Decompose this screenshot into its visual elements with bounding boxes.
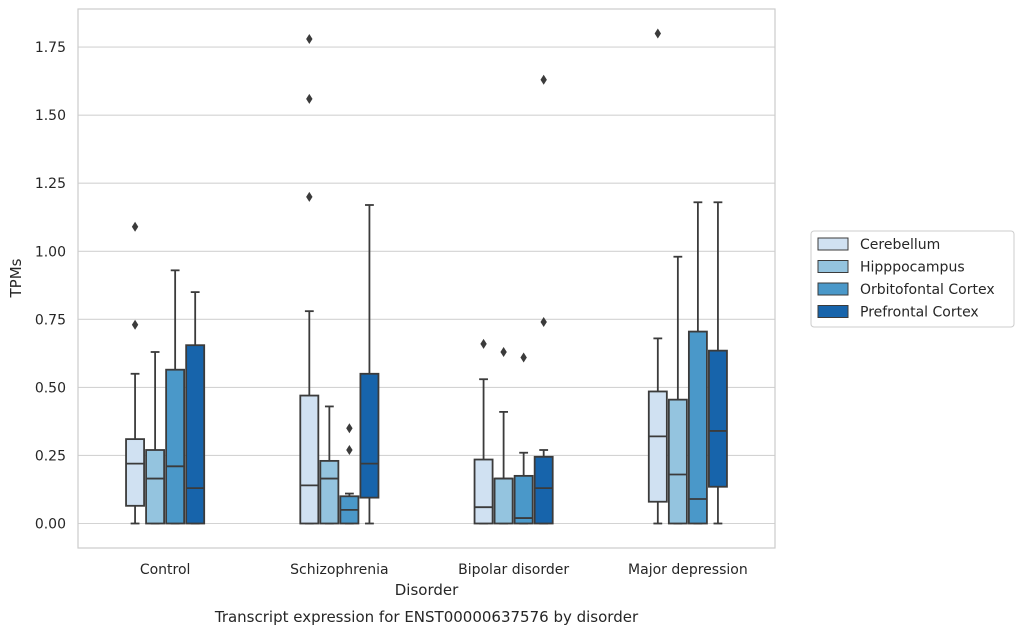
box-iqr xyxy=(513,474,534,525)
y-tick-label: 1.75 xyxy=(35,40,66,56)
x-axis-title: Disorder xyxy=(395,581,459,599)
outlier-point xyxy=(500,347,507,357)
box-iqr xyxy=(667,398,688,525)
boxes xyxy=(125,28,728,525)
box-hipppocampus xyxy=(493,347,514,525)
box-iqr xyxy=(299,394,320,525)
box-iqr xyxy=(319,459,340,525)
y-tick-label: 1.50 xyxy=(35,108,66,124)
box-cerebellum xyxy=(647,28,668,525)
y-tick-label: 0.50 xyxy=(35,380,66,396)
legend-swatch xyxy=(817,305,849,318)
legend-label: Hipppocampus xyxy=(860,260,965,276)
y-tick-label: 0.25 xyxy=(35,448,66,464)
outlier-point xyxy=(131,319,139,330)
y-tick-label: 0.00 xyxy=(35,517,66,533)
y-tick-label: 1.00 xyxy=(35,244,66,260)
box-iqr xyxy=(533,455,554,525)
box-prefrontal-cortex xyxy=(185,291,206,525)
legend-label: Orbitofontal Cortex xyxy=(860,282,995,298)
legend-label: Prefrontal Cortex xyxy=(860,305,979,321)
box-prefrontal-cortex xyxy=(708,201,728,525)
box-orbitofontal-cortex xyxy=(165,269,186,525)
box-iqr xyxy=(687,330,708,525)
legend-swatch xyxy=(817,237,849,251)
box-iqr xyxy=(493,477,514,525)
box-iqr xyxy=(708,349,728,488)
box-iqr xyxy=(145,449,166,525)
x-tick-labels: Control Schizophrenia Bipolar disorder Majo… xyxy=(140,562,748,578)
x-tick-label: Bipolar disorder xyxy=(458,562,569,578)
outlier-point xyxy=(131,221,139,232)
x-tick-label: Control xyxy=(140,562,191,578)
box-prefrontal-cortex xyxy=(533,74,554,525)
chart-caption: Transcript expression for ENST0000063757… xyxy=(214,608,639,626)
box-orbitofontal-cortex xyxy=(513,352,534,525)
outlier-point xyxy=(540,74,547,85)
box-orbitofontal-cortex xyxy=(687,201,708,525)
outlier-point xyxy=(306,191,313,202)
legend-swatch xyxy=(817,260,849,273)
legend: Cerebellum Hipppocampus Orbitofontal Corte… xyxy=(810,230,1015,328)
box-hipppocampus xyxy=(667,255,688,525)
outlier-point xyxy=(346,423,353,434)
plot-frame xyxy=(77,8,776,549)
outlier-point xyxy=(520,352,527,363)
box-iqr xyxy=(165,368,186,525)
x-tick-label: Major depression xyxy=(628,562,748,578)
box-orbitofontal-cortex xyxy=(339,423,360,525)
outlier-point xyxy=(654,28,662,39)
box-prefrontal-cortex xyxy=(359,204,380,525)
box-cerebellum xyxy=(299,33,320,525)
y-axis-title: TPMs xyxy=(7,258,25,298)
box-cerebellum xyxy=(473,338,494,525)
box-hipppocampus xyxy=(145,351,166,525)
y-tick-labels: 0.00 0.25 0.50 0.75 1.00 1.25 1.50 1.75 xyxy=(35,40,66,532)
outlier-point xyxy=(480,338,487,349)
box-cerebellum xyxy=(125,221,145,525)
legend-label: Cerebellum xyxy=(860,237,940,253)
box-iqr xyxy=(125,438,145,507)
outlier-point xyxy=(346,445,353,455)
box-hipppocampus xyxy=(319,405,340,525)
box-iqr xyxy=(359,372,380,499)
outlier-point xyxy=(306,93,313,104)
box-iqr xyxy=(185,344,206,525)
outlier-point xyxy=(540,317,547,328)
outlier-point xyxy=(306,33,313,44)
box-iqr xyxy=(647,390,668,503)
y-tick-label: 1.25 xyxy=(35,176,66,192)
x-tick-label: Schizophrenia xyxy=(290,562,388,578)
y-tick-label: 0.75 xyxy=(35,312,66,328)
box-iqr xyxy=(473,458,494,525)
legend-swatch xyxy=(817,282,849,296)
legend-frame xyxy=(810,230,1015,328)
